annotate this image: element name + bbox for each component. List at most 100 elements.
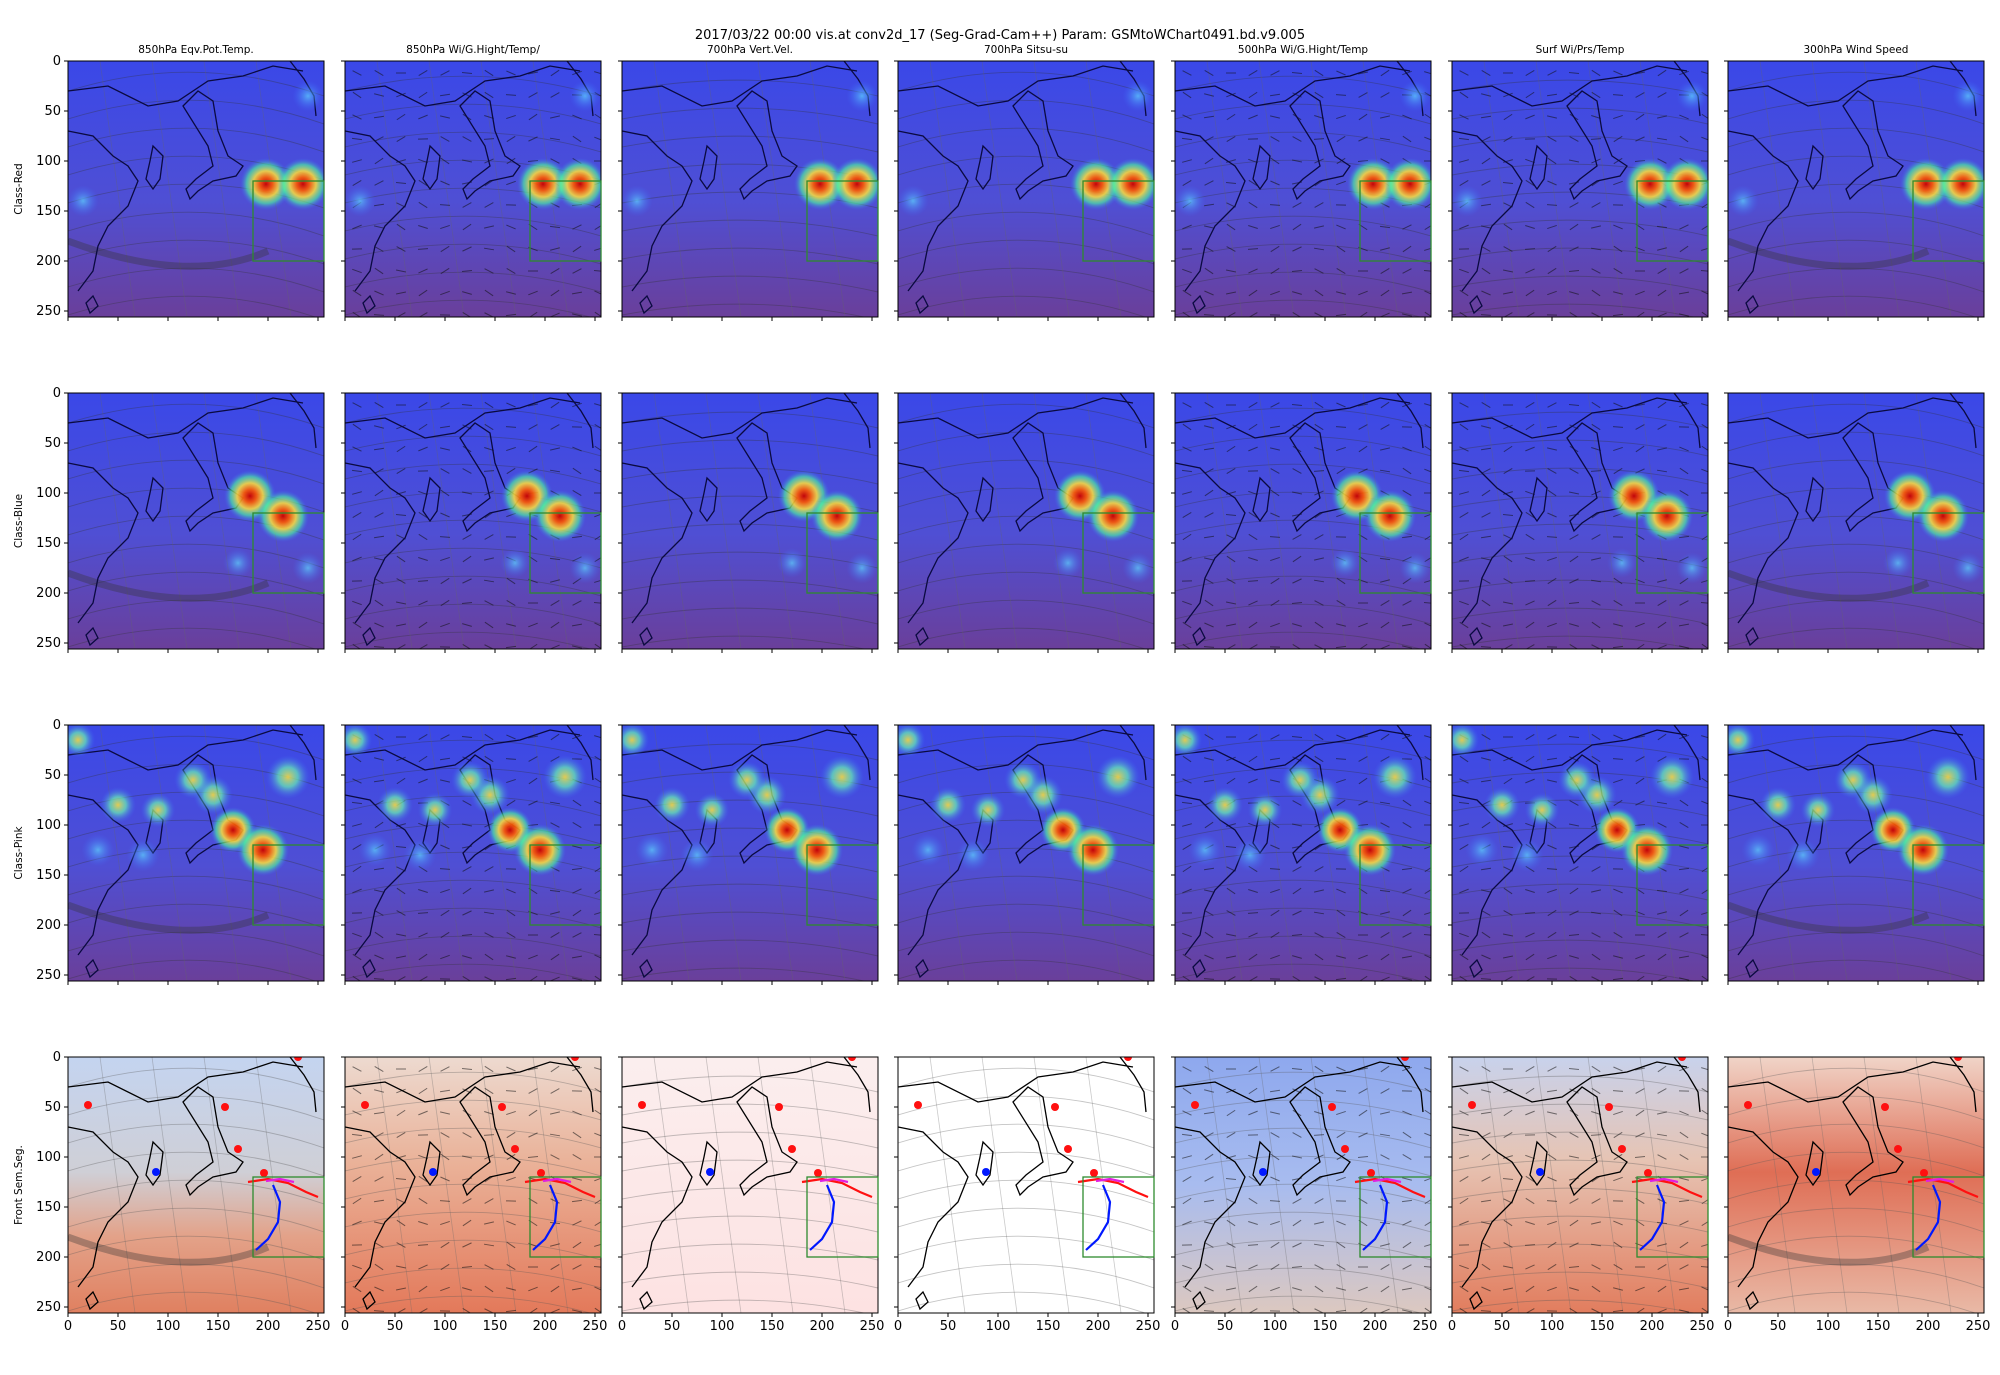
contour-line (1175, 299, 1422, 317)
wind-barb (1569, 866, 1579, 872)
graticule-line (1811, 61, 1848, 317)
coastline (1452, 462, 1523, 624)
wind-barb (1568, 491, 1580, 495)
wind-barb (1226, 910, 1236, 916)
wind-barb (396, 135, 406, 143)
wind-barb (352, 159, 362, 163)
contour-line (1452, 967, 1697, 981)
wind-barb (1701, 113, 1708, 119)
wind-barb (1270, 844, 1280, 850)
wind-barb (396, 1109, 406, 1117)
wind-barb (396, 424, 406, 430)
wind-barb (1525, 1110, 1535, 1116)
coastline (362, 626, 376, 647)
wind-barb (462, 1219, 472, 1227)
x-tick-label: 50 (940, 1319, 957, 1334)
wind-barb (528, 800, 538, 806)
wind-barb (571, 623, 583, 627)
activation-hotspot (1122, 552, 1154, 584)
wind-barb (1481, 136, 1491, 142)
wind-barb (1336, 70, 1346, 76)
red-front-marker (234, 1145, 242, 1153)
activation-hotspot (223, 548, 253, 578)
activation-hotspot (569, 552, 601, 584)
contour-line (1728, 1179, 1984, 1205)
wind-barb (1613, 114, 1623, 120)
graticule-line (1535, 61, 1572, 317)
activation-hotspot (1452, 185, 1483, 217)
wind-barb (1336, 799, 1346, 807)
wind-barb (1591, 1198, 1601, 1204)
wind-barb (594, 423, 601, 429)
wind-barb (484, 268, 494, 274)
wind-barb (418, 1110, 428, 1116)
contour-line (898, 627, 1147, 649)
wind-barb (1591, 91, 1601, 99)
panel: Surf Wi/Prs/Temp (1448, 44, 1709, 321)
wind-barb (395, 291, 407, 295)
panel: 0 50 100 150 200 250 (1448, 1056, 1714, 1334)
wind-barb (1226, 1088, 1236, 1094)
wind-barb (1481, 93, 1491, 97)
wind-barb (1524, 912, 1536, 914)
wind-barb (1314, 312, 1324, 317)
wind-barb (1591, 69, 1601, 77)
wind-barb (593, 270, 601, 272)
wind-barb (1225, 601, 1237, 605)
column-title: 700hPa Sitsu-su (984, 44, 1068, 56)
graticule-line (757, 393, 794, 649)
contour-line (898, 1207, 1154, 1233)
wind-barb (1591, 446, 1601, 452)
wind-barb (1480, 1310, 1492, 1312)
coastline (736, 422, 798, 533)
contour-line (68, 403, 324, 429)
coastline (736, 1086, 798, 1197)
wind-barb (1357, 71, 1369, 75)
graticule-line (1535, 393, 1572, 649)
coastline (182, 754, 244, 865)
wind-barb (1546, 204, 1558, 206)
blue-front-marker (1536, 1168, 1544, 1176)
wind-barb (1380, 401, 1390, 409)
coastline (1728, 1061, 1964, 1103)
red-front-marker (814, 1169, 822, 1177)
wind-barb (484, 1285, 494, 1293)
x-tick-label: 0 (341, 1319, 349, 1334)
wind-barb (1248, 1087, 1258, 1095)
wind-barb (1679, 224, 1689, 230)
highlight-box (529, 180, 602, 262)
wind-barb (1380, 1154, 1390, 1160)
wind-barb (1270, 267, 1280, 275)
wind-barb (373, 447, 385, 451)
wind-barb (1657, 1111, 1667, 1115)
activation-hotspot (554, 158, 601, 210)
wind-barb (1701, 513, 1708, 518)
wind-barb (1525, 953, 1535, 961)
wind-barb (1635, 445, 1645, 453)
contour-line (898, 295, 1147, 317)
wind-barb (1314, 202, 1324, 208)
wind-barb (1225, 1265, 1237, 1269)
wind-barb (1270, 1132, 1280, 1138)
contour-line (898, 1151, 1154, 1177)
wind-barb (1502, 181, 1514, 185)
wind-barb (1291, 159, 1303, 163)
wind-barb (462, 866, 472, 872)
wind-barb (439, 536, 451, 538)
wind-barb (550, 1154, 560, 1160)
contour-line (1175, 1099, 1431, 1121)
activation-hotspot (654, 787, 690, 823)
contour-line (68, 239, 324, 265)
red-front-marker (1051, 1103, 1059, 1111)
coastline (459, 754, 521, 865)
wind-barb (373, 1310, 385, 1312)
wind-barb (1701, 535, 1708, 541)
wind-barb (373, 314, 385, 316)
wind-barb (1480, 867, 1492, 871)
wind-barb (1591, 557, 1601, 561)
wind-barb (1569, 800, 1579, 806)
wind-barb (1204, 1242, 1214, 1248)
wind-barb (594, 1067, 601, 1071)
